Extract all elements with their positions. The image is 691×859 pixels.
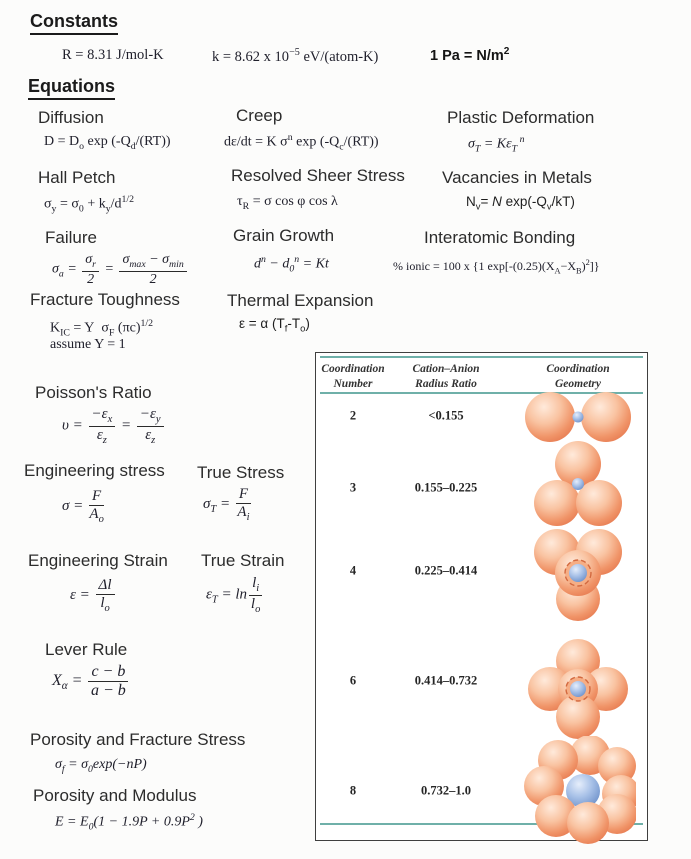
table-cell-coordination-number: 6	[349, 673, 357, 688]
coordination-table: Coordination Number Cation–Anion Radius Ra…	[315, 352, 648, 844]
table-cell-coordination-number: 2	[349, 408, 357, 423]
equation-title-engineering-stress: Engineering stress	[24, 461, 165, 480]
equation-title-creep: Creep	[236, 106, 283, 125]
equation-formula-engineering-stress: σ = F Ao	[62, 488, 105, 525]
table-cell-coordination-number: 8	[349, 783, 357, 798]
equation-title-true-strain: True Strain	[201, 551, 285, 570]
equation-title-true-stress: True Stress	[197, 463, 285, 482]
table-cell-radius-ratio: 0.155–0.225	[414, 480, 478, 495]
table-cell-radius-ratio: 0.414–0.732	[414, 673, 478, 688]
table-cell-radius-ratio: <0.155	[428, 408, 464, 423]
equation-title-engineering-strain: Engineering Strain	[28, 551, 168, 570]
equation-formula-diffusion: D = Do exp (-Qd/(RT))	[44, 134, 171, 152]
gas-constant-value: R = 8.31 J/mol-K	[62, 47, 164, 63]
equation-title-hall-petch: Hall Petch	[38, 168, 116, 187]
equation-note-fracture-toughness: assume Y = 1	[50, 337, 126, 352]
table-cell-coordination-number: 3	[349, 480, 357, 495]
table-header-rule	[320, 392, 643, 394]
coordination-geometry-triangular-icon	[534, 441, 622, 526]
coordination-geometry-linear-icon	[525, 392, 631, 442]
equation-formula-failure: σa = σr 2 = σmax − σmin 2	[52, 252, 189, 287]
equation-formula-plastic-deformation: σT = KεT n	[468, 134, 525, 155]
equation-formula-true-stress: σT = F Ai	[203, 486, 252, 523]
equation-title-lever-rule: Lever Rule	[45, 640, 128, 659]
equation-formula-hall-petch: σy = σ0 + ky/d1/2	[44, 194, 135, 215]
equation-title-grain-growth: Grain Growth	[233, 226, 335, 245]
table-cell-radius-ratio: 0.732–1.0	[421, 783, 471, 798]
equation-title-resolved-shear-stress: Resolved Sheer Stress	[231, 166, 405, 185]
equation-formula-fracture-toughness: KIC = Y σF (πc)1/2	[50, 318, 154, 339]
equation-formula-interatomic-bonding: % ionic = 100 x {1 exp[-(0.25)(XA−XB)2]}	[393, 258, 600, 276]
equation-title-diffusion: Diffusion	[38, 108, 104, 127]
equation-formula-poissons-ratio: υ = −εx εz = −εy εz	[62, 406, 166, 446]
equation-title-failure: Failure	[45, 228, 97, 247]
table-bottom-rule	[320, 823, 643, 825]
equation-title-porosity-modulus: Porosity and Modulus	[33, 786, 197, 805]
constants-heading: Constants	[30, 11, 119, 35]
equation-formula-thermal-expansion: ε = α (Tf-To)	[239, 316, 310, 335]
table-header-coordination-number: Coordination Number	[321, 363, 385, 390]
pascal-definition: 1 Pa = N/m2	[430, 46, 510, 64]
equation-formula-true-strain: εT = ln li lo	[206, 575, 263, 615]
table-top-rule	[320, 356, 643, 358]
equation-formula-resolved-shear-stress: τR = σ cos φ cos λ	[237, 194, 338, 212]
equation-title-plastic-deformation: Plastic Deformation	[447, 108, 595, 127]
equation-title-poissons-ratio: Poisson's Ratio	[35, 383, 152, 402]
equation-formula-creep: dε/dt = K σn exp (-Qc/(RT))	[224, 132, 379, 153]
table-cell-coordination-number: 4	[349, 563, 357, 578]
equation-formula-grain-growth: dn − d0n = Kt	[254, 254, 329, 275]
equation-title-vacancies: Vacancies in Metals	[442, 168, 592, 187]
coordination-geometry-octahedral-icon	[528, 639, 628, 739]
table-header-coordination-geometry: Coordination Geometry	[546, 363, 610, 390]
equation-title-porosity-fracture-stress: Porosity and Fracture Stress	[30, 730, 246, 749]
coordination-geometry-cubic-icon	[524, 736, 636, 844]
table-cell-radius-ratio: 0.225–0.414	[414, 563, 478, 578]
equation-formula-vacancies: Nv= N exp(-Qv/kT)	[466, 194, 575, 213]
equation-formula-porosity-fracture-stress: σf = σ0exp(−nP)	[55, 757, 147, 775]
coordination-geometry-tetrahedral-icon	[534, 529, 622, 621]
boltzmann-constant-value: k = 8.62 x 10−5 eV/(atom-K)	[212, 47, 379, 65]
equation-formula-engineering-strain: ε = Δl lo	[70, 577, 117, 614]
equation-title-fracture-toughness: Fracture Toughness	[30, 290, 180, 309]
equations-heading: Equations	[28, 76, 116, 100]
table-header-radius-ratio: Cation–Anion Radius Ratio	[412, 363, 480, 390]
equation-title-thermal-expansion: Thermal Expansion	[227, 291, 374, 310]
equation-formula-porosity-modulus: E = E0(1 − 1.9P + 0.9P2 )	[55, 812, 203, 833]
equation-title-interatomic-bonding: Interatomic Bonding	[424, 228, 576, 247]
